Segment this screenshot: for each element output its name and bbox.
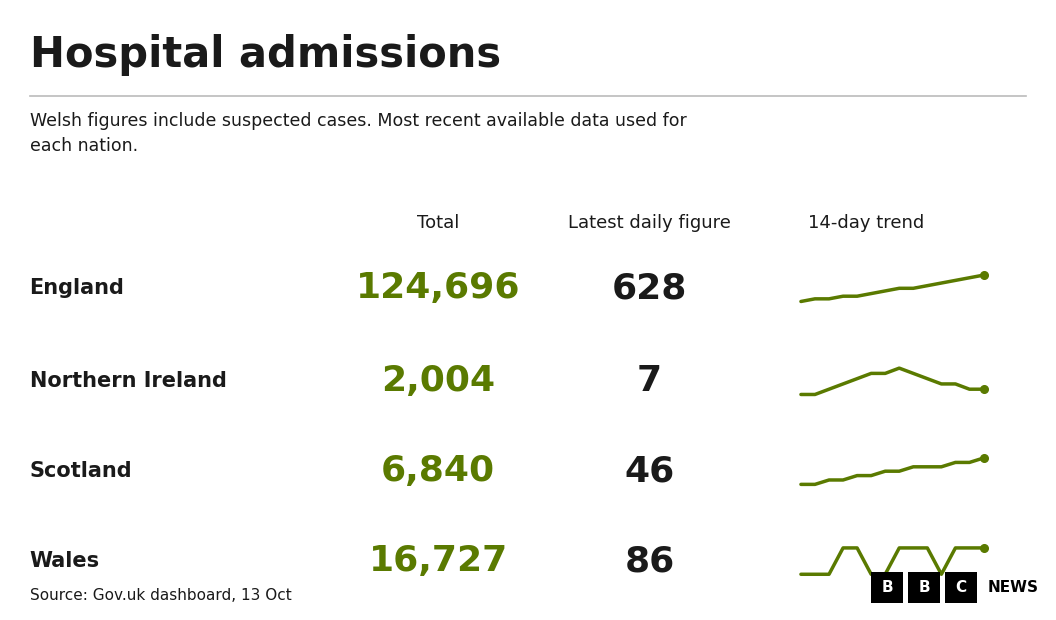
Text: 6,840: 6,840: [381, 454, 495, 488]
Text: 46: 46: [624, 454, 675, 488]
Text: B: B: [919, 580, 930, 595]
Text: England: England: [30, 278, 125, 298]
Bar: [908, 572, 940, 603]
Text: Northern Ireland: Northern Ireland: [30, 371, 226, 391]
Text: Scotland: Scotland: [30, 461, 132, 481]
Text: 16,727: 16,727: [369, 544, 508, 578]
Bar: [945, 572, 977, 603]
Text: Source: Gov.uk dashboard, 13 Oct: Source: Gov.uk dashboard, 13 Oct: [30, 588, 291, 603]
Text: 628: 628: [611, 272, 687, 305]
Text: C: C: [956, 580, 966, 595]
Text: 14-day trend: 14-day trend: [808, 214, 924, 232]
Text: 86: 86: [624, 544, 675, 578]
Text: NEWS: NEWS: [987, 580, 1038, 595]
Text: 7: 7: [637, 365, 662, 398]
Text: 2,004: 2,004: [381, 365, 495, 398]
Text: Hospital admissions: Hospital admissions: [30, 34, 501, 76]
Text: Welsh figures include suspected cases. Most recent available data used for
each : Welsh figures include suspected cases. M…: [30, 112, 686, 154]
Bar: [871, 572, 903, 603]
Text: B: B: [882, 580, 893, 595]
Text: Latest daily figure: Latest daily figure: [568, 214, 731, 232]
Text: Total: Total: [417, 214, 459, 232]
Text: 124,696: 124,696: [356, 272, 521, 305]
Text: Wales: Wales: [30, 551, 99, 571]
